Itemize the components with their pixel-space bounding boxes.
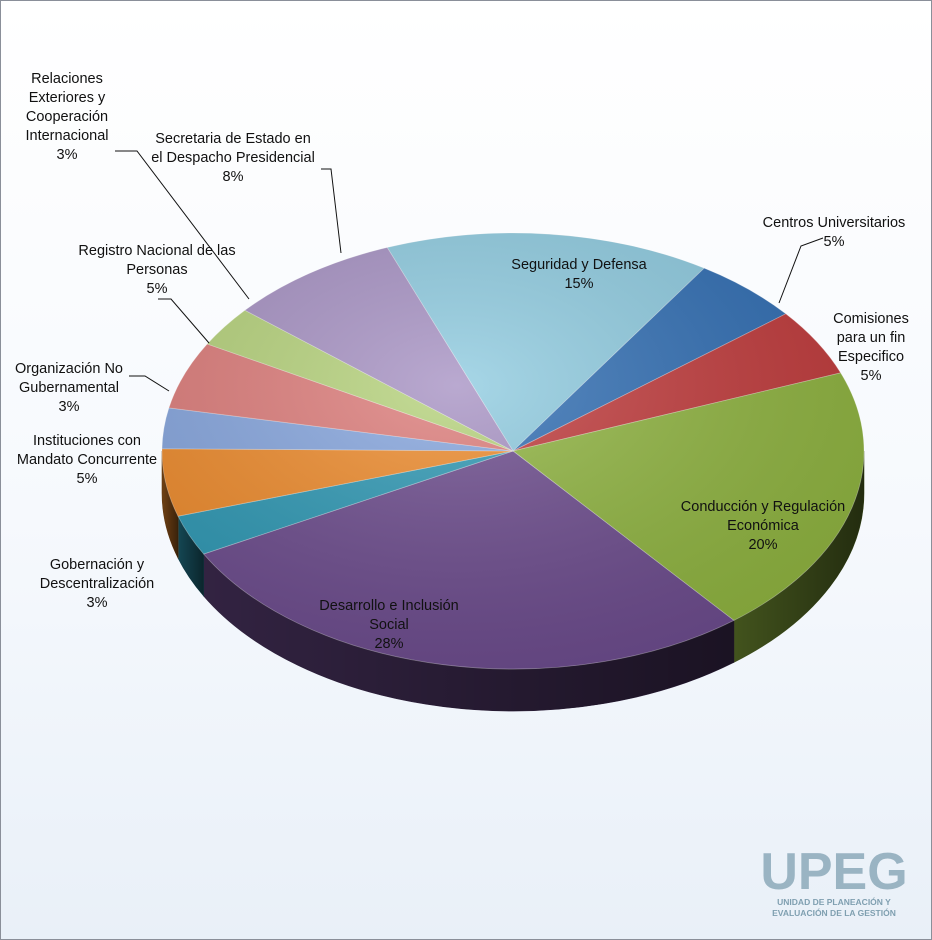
data-label-relaciones-exteriores-y-cooperacion-internacional-line-1: Relaciones	[31, 71, 103, 87]
pie-side-shade-instituciones-con-mandato-concurrente	[162, 451, 179, 559]
data-label-conduccion-y-regulacion-economica-line-2: Económica	[727, 518, 800, 534]
data-label-organizacion-no-gubernamental-line-2: Gubernamental	[19, 380, 119, 396]
leader-line-relaciones-exteriores-y-cooperacion-internacional	[115, 150, 250, 300]
pie-side-shade-conduccion-y-regulacion-economica	[733, 451, 864, 663]
data-label-gobernacion-y-descentralizacion-line-2: Descentralización	[40, 576, 154, 592]
logo-subtitle-line-1: UNIDAD DE PLANEACIÓN Y	[777, 896, 891, 907]
data-label-relaciones-exteriores-y-cooperacion-internacional-line-4: Internacional	[25, 128, 108, 144]
leader-line-organizacion-no-gubernamental	[129, 375, 170, 392]
data-label-comisiones-para-un-fin-especifico-line-3: Especifico	[838, 349, 904, 365]
data-label-pct-registro-nacional-de-las-personas: 5%	[147, 281, 168, 297]
upeg-logo: UPEG UNIDAD DE PLANEACIÓN Y EVALUACIÓN D…	[749, 837, 919, 929]
data-label-pct-organizacion-no-gubernamental: 3%	[59, 399, 80, 415]
data-label-pct-gobernacion-y-descentralizacion: 3%	[87, 595, 108, 611]
data-label-relaciones-exteriores-y-cooperacion-internacional-line-2: Exteriores y	[29, 90, 106, 106]
data-label-pct-desarrollo-e-inclusion-social: 28%	[374, 636, 403, 652]
data-label-pct-conduccion-y-regulacion-economica: 20%	[748, 537, 777, 553]
data-label-desarrollo-e-inclusion-social-line-2: Social	[369, 617, 409, 633]
logo-wordmark: UPEG	[760, 843, 907, 901]
data-label-registro-nacional-de-las-personas-line-2: Personas	[126, 262, 187, 278]
pie-side-shade-desarrollo-e-inclusion-social	[203, 554, 734, 711]
data-label-pct-comisiones-para-un-fin-especifico: 5%	[861, 368, 882, 384]
data-label-seguridad-y-defensa-line-1: Seguridad y Defensa	[511, 257, 647, 273]
data-label-pct-seguridad-y-defensa: 15%	[564, 276, 593, 292]
pie-side-shade-gobernacion-y-descentralizacion	[178, 516, 204, 597]
data-label-gobernacion-y-descentralizacion-line-1: Gobernación y	[50, 557, 145, 573]
data-label-comisiones-para-un-fin-especifico-line-1: Comisiones	[833, 311, 909, 327]
data-label-relaciones-exteriores-y-cooperacion-internacional-line-3: Cooperación	[26, 109, 108, 125]
data-label-secretaria-de-estado-en-el-despacho-presidencial-line-2: el Despacho Presidencial	[151, 150, 315, 166]
data-label-secretaria-de-estado-en-el-despacho-presidencial-line-1: Secretaria de Estado en	[155, 131, 311, 147]
data-label-instituciones-con-mandato-concurrente-line-1: Instituciones con	[33, 433, 141, 449]
pie-top-shading	[162, 233, 864, 669]
leader-line-secretaria-de-estado-en-el-despacho-presidencial	[321, 168, 342, 254]
data-label-desarrollo-e-inclusion-social-line-1: Desarrollo e Inclusión	[319, 598, 458, 614]
data-label-pct-centros-universitarios: 5%	[824, 234, 845, 250]
data-label-comisiones-para-un-fin-especifico-line-2: para un fin	[837, 330, 906, 346]
leader-line-centros-universitarios	[778, 237, 824, 304]
data-label-pct-secretaria-de-estado-en-el-despacho-presidencial: 8%	[223, 169, 244, 185]
data-label-registro-nacional-de-las-personas-line-1: Registro Nacional de las	[78, 243, 235, 259]
data-label-instituciones-con-mandato-concurrente-line-2: Mandato Concurrente	[17, 452, 157, 468]
data-label-organizacion-no-gubernamental-line-1: Organización No	[15, 361, 123, 377]
logo-subtitle-line-2: EVALUACIÓN DE LA GESTIÓN	[772, 907, 896, 918]
leader-line-registro-nacional-de-las-personas	[158, 298, 210, 344]
data-label-pct-instituciones-con-mandato-concurrente: 5%	[77, 471, 98, 487]
data-label-pct-relaciones-exteriores-y-cooperacion-internacional: 3%	[57, 147, 78, 163]
data-label-conduccion-y-regulacion-economica-line-1: Conducción y Regulación	[681, 499, 845, 515]
data-label-centros-universitarios-line-1: Centros Universitarios	[763, 215, 906, 231]
